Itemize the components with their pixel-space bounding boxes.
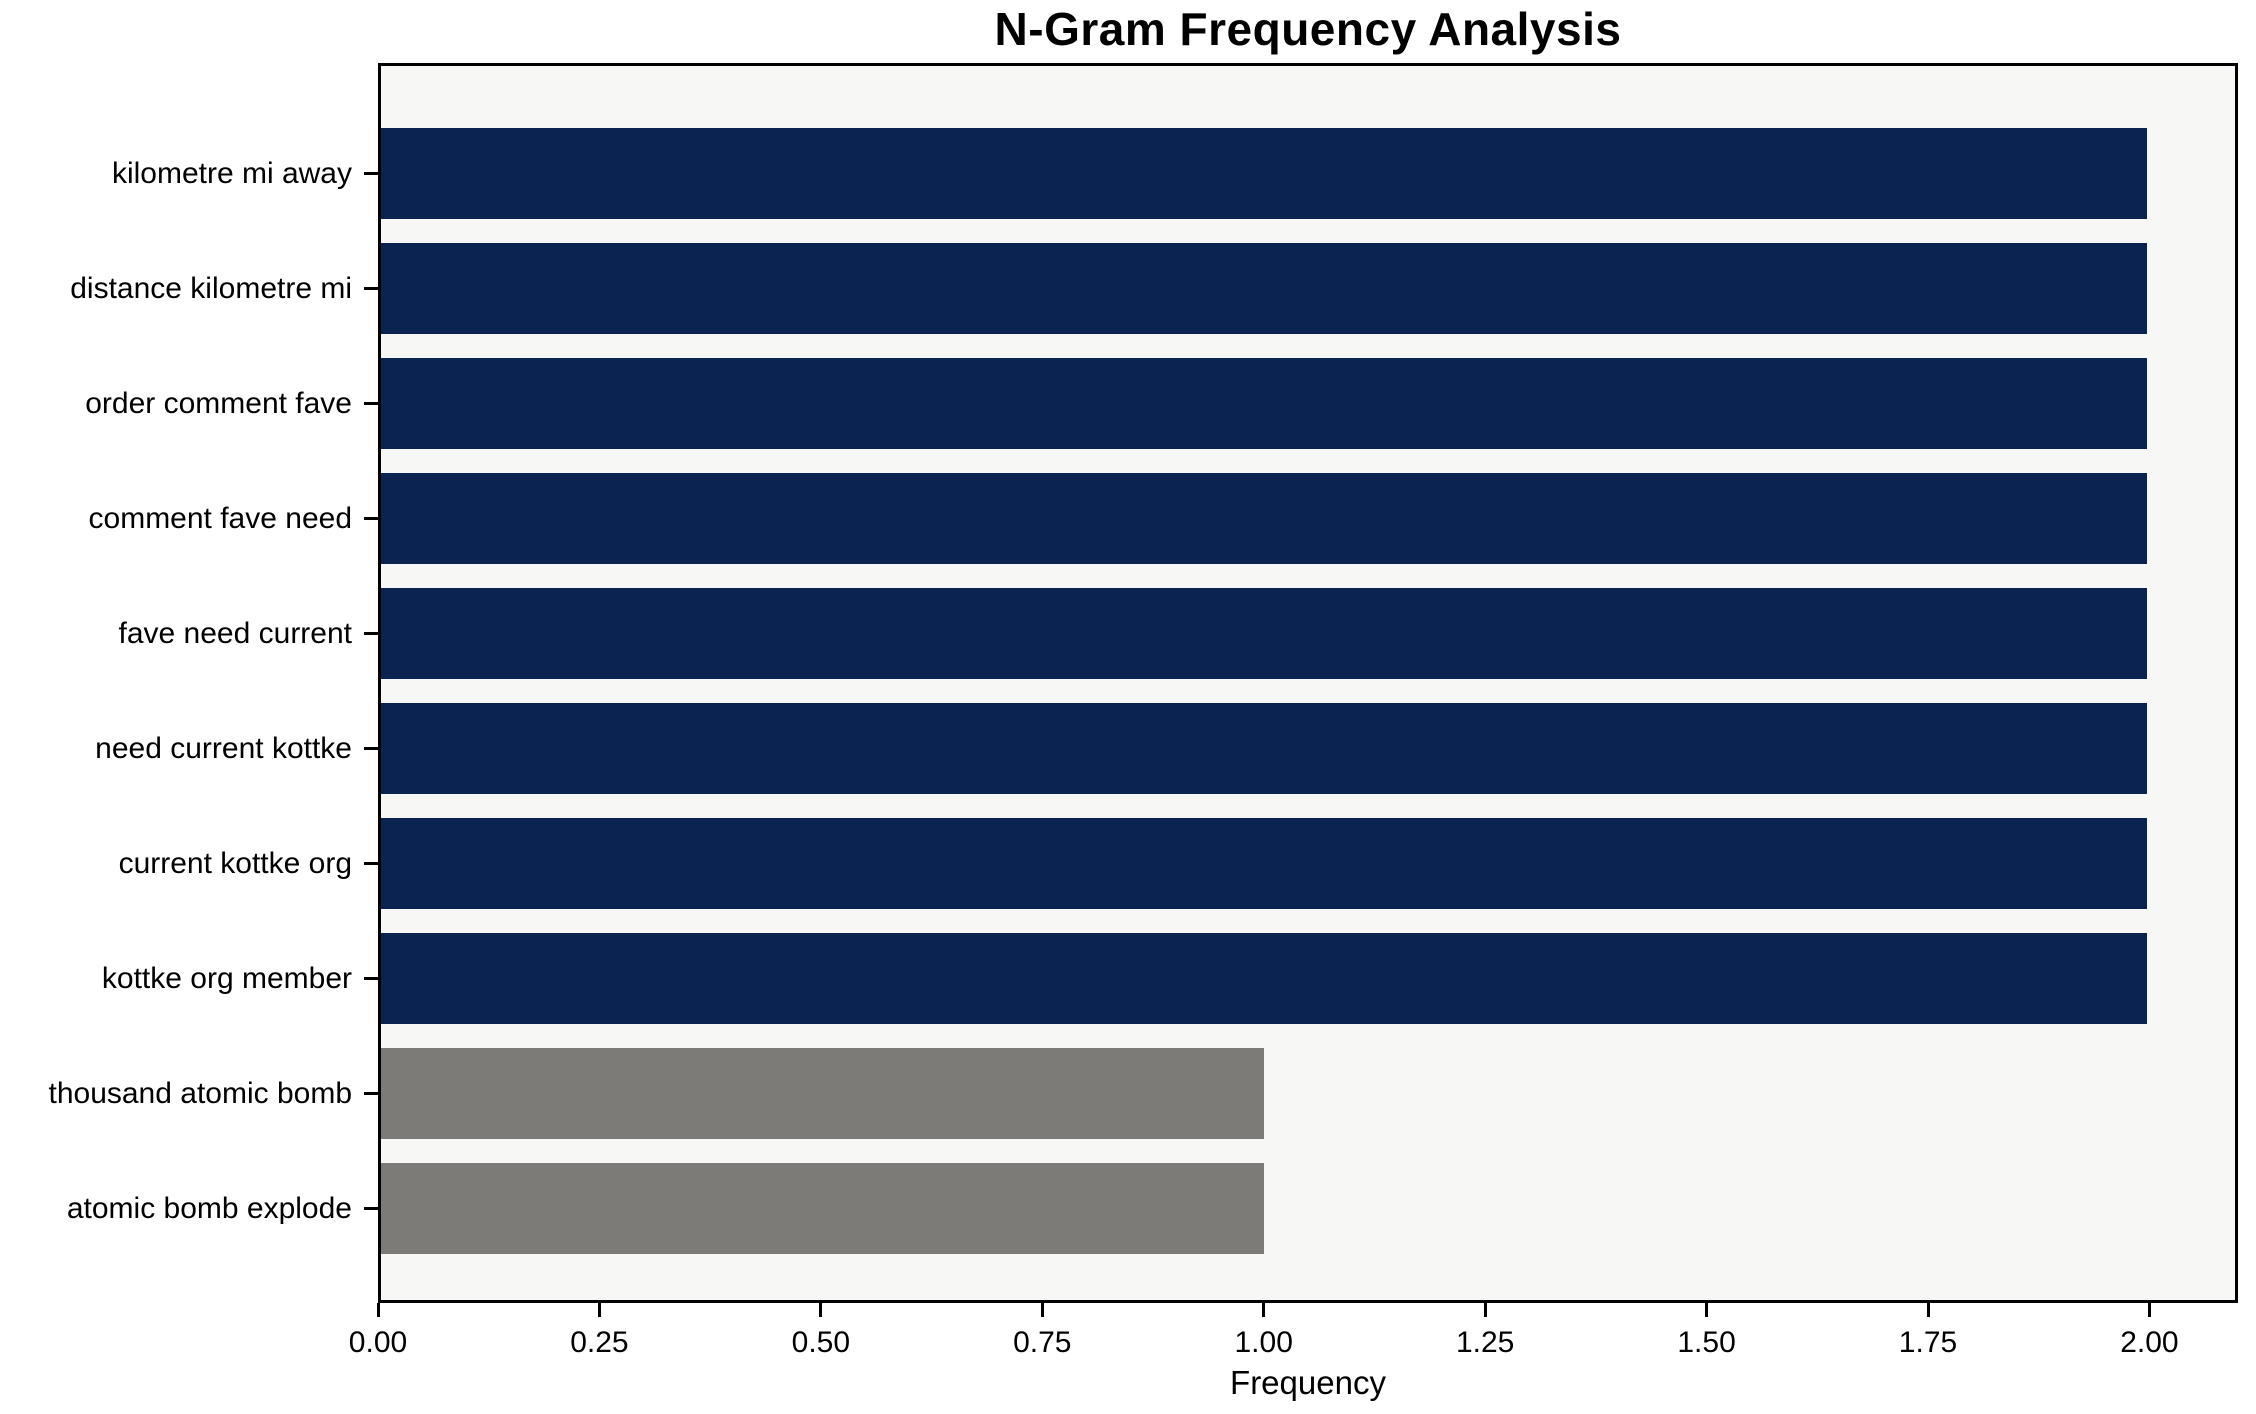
y-tick-label: distance kilometre mi: [70, 271, 352, 305]
x-tick-mark: [376, 1303, 380, 1317]
bar-row: [381, 243, 2235, 334]
y-tick-label: kilometre mi away: [111, 156, 352, 190]
y-tick-label: kottke org member: [101, 961, 352, 995]
x-tick-label: 1.00: [1234, 1326, 1293, 1359]
frequency-bar: [381, 818, 2147, 909]
x-tick-mark: [1926, 1303, 1930, 1317]
frequency-bar: [381, 1163, 1264, 1254]
y-tick-label: atomic bomb explode: [66, 1191, 352, 1225]
x-tick-mark: [819, 1303, 823, 1317]
y-tick-mark: [364, 172, 378, 175]
y-tick-mark: [364, 1092, 378, 1095]
y-tick-mark: [364, 862, 378, 865]
bar-row: [381, 1163, 2235, 1254]
frequency-bar: [381, 703, 2147, 794]
x-tick-label: 0.25: [570, 1326, 629, 1359]
y-tick-label: thousand atomic bomb: [48, 1076, 352, 1110]
frequency-bar: [381, 358, 2147, 449]
x-tick-label: 0.00: [348, 1326, 408, 1359]
bar-row: [381, 1048, 2235, 1139]
y-tick-label: fave need current: [118, 616, 352, 650]
x-tick-label: 1.75: [1898, 1326, 1958, 1359]
plot-area: [378, 63, 2238, 1303]
y-tick-mark: [364, 632, 378, 635]
y-tick-label: order comment fave: [85, 386, 352, 420]
bar-row: [381, 128, 2235, 219]
frequency-bar: [381, 128, 2147, 219]
y-tick-label: current kottke org: [118, 846, 352, 880]
y-tick-mark: [364, 747, 378, 750]
x-tick-mark: [2147, 1303, 2151, 1317]
y-tick-mark: [364, 287, 378, 290]
frequency-bar: [381, 933, 2147, 1024]
x-tick-label: 0.50: [791, 1326, 851, 1359]
frequency-bar: [381, 1048, 1264, 1139]
y-tick-mark: [364, 977, 378, 980]
bar-row: [381, 703, 2235, 794]
bar-row: [381, 933, 2235, 1024]
x-tick-mark: [1705, 1303, 1709, 1317]
y-tick-mark: [364, 1207, 378, 1210]
x-tick-label: 1.25: [1455, 1326, 1515, 1359]
frequency-bar: [381, 243, 2147, 334]
x-tick-mark: [1483, 1303, 1487, 1317]
frequency-bar: [381, 588, 2147, 679]
x-axis-label: Frequency: [1230, 1364, 1386, 1401]
x-tick-mark: [1040, 1303, 1044, 1317]
y-tick-mark: [364, 517, 378, 520]
x-tick-mark: [1262, 1303, 1266, 1317]
bar-row: [381, 473, 2235, 564]
bar-row: [381, 588, 2235, 679]
chart-title: N-Gram Frequency Analysis: [994, 3, 1622, 55]
x-tick-label: 0.75: [1013, 1326, 1072, 1359]
x-tick-mark: [597, 1303, 601, 1317]
y-tick-label: comment fave need: [88, 501, 352, 535]
y-tick-mark: [364, 402, 378, 405]
x-tick-label: 1.50: [1677, 1326, 1736, 1359]
bar-row: [381, 818, 2235, 909]
y-tick-label: need current kottke: [95, 731, 352, 765]
x-tick-label: 2.00: [2120, 1326, 2179, 1359]
bar-row: [381, 358, 2235, 449]
frequency-bar: [381, 473, 2147, 564]
